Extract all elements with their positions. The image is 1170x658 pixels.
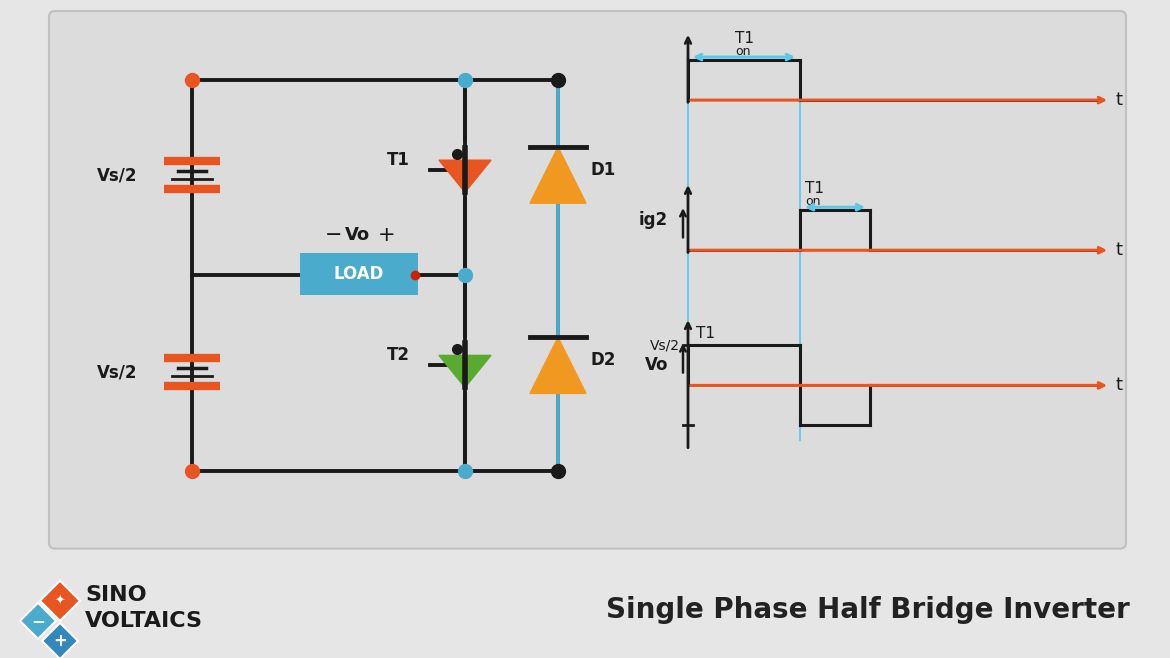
Text: D1: D1: [590, 161, 615, 179]
Text: VOLTAICS: VOLTAICS: [85, 611, 204, 631]
Text: t: t: [1115, 241, 1122, 259]
Text: +: +: [53, 632, 67, 650]
Text: Vo: Vo: [344, 226, 370, 244]
Text: D2: D2: [590, 351, 615, 369]
Text: T2: T2: [387, 346, 410, 365]
Text: T1: T1: [735, 30, 753, 45]
Text: t: t: [1115, 376, 1122, 394]
Text: Vo: Vo: [645, 357, 668, 374]
Polygon shape: [20, 603, 56, 639]
Text: ✦: ✦: [55, 594, 66, 607]
Text: LOAD: LOAD: [333, 265, 384, 284]
FancyBboxPatch shape: [300, 253, 418, 295]
Polygon shape: [42, 623, 78, 658]
Text: t: t: [1115, 91, 1122, 109]
Polygon shape: [530, 338, 586, 393]
Polygon shape: [530, 147, 586, 203]
Polygon shape: [439, 355, 491, 388]
Text: on: on: [805, 195, 820, 208]
Text: on: on: [735, 45, 750, 57]
Text: +: +: [378, 225, 395, 245]
Text: Single Phase Half Bridge Inverter: Single Phase Half Bridge Inverter: [606, 595, 1130, 624]
FancyBboxPatch shape: [49, 11, 1126, 549]
Text: Vs/2: Vs/2: [651, 338, 680, 353]
Text: −: −: [32, 612, 44, 630]
Text: T1: T1: [805, 181, 824, 195]
Polygon shape: [439, 160, 491, 192]
Text: −: −: [325, 225, 343, 245]
Text: T1: T1: [387, 151, 410, 169]
Text: T1: T1: [696, 326, 715, 341]
Text: ig2: ig2: [639, 211, 668, 229]
Text: Vs/2: Vs/2: [96, 363, 137, 382]
Text: SINO: SINO: [85, 585, 146, 605]
Polygon shape: [40, 581, 80, 621]
Text: Vs/2: Vs/2: [96, 166, 137, 184]
